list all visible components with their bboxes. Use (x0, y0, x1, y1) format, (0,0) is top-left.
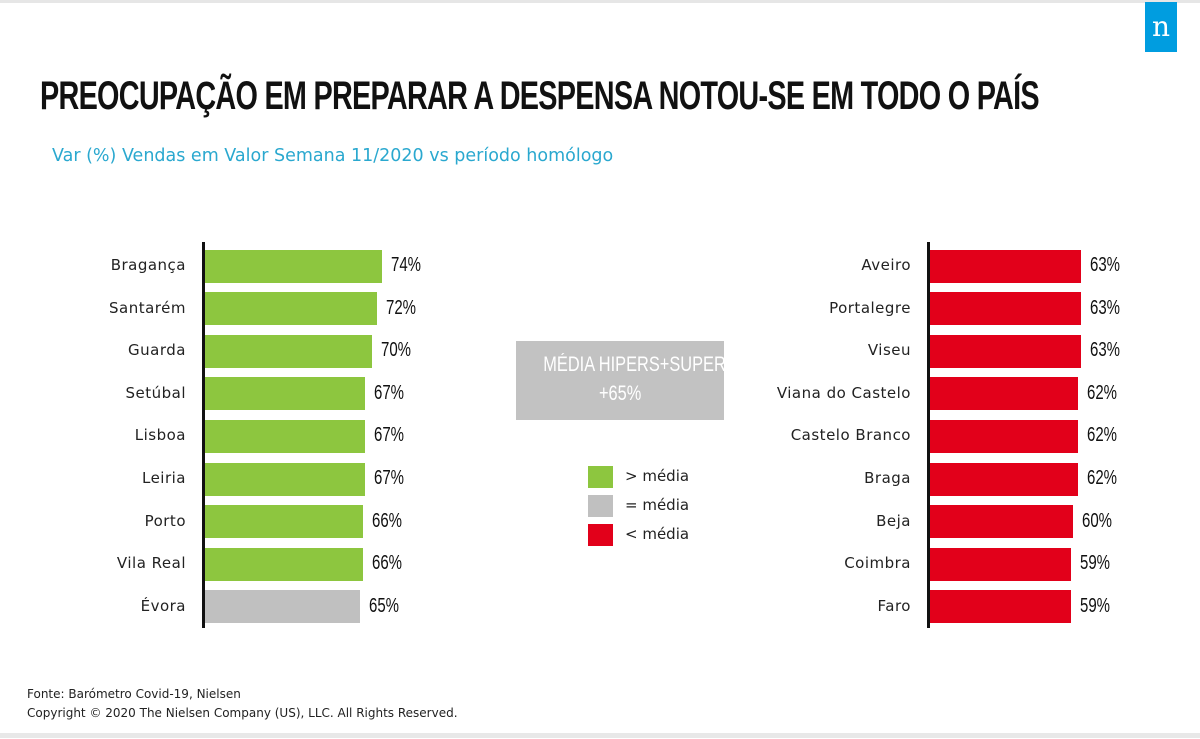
left-category-label: Lisboa (134, 426, 186, 445)
right-category-label: Castelo Branco (790, 426, 911, 445)
right-value-label: 63% (1089, 296, 1120, 319)
left-bar (205, 547, 363, 581)
right-bar (930, 462, 1079, 496)
average-label: MÉDIA HIPERS+SUPERS (543, 353, 737, 376)
left-category-label: Leiria (141, 469, 186, 487)
right-bar (930, 292, 1081, 326)
legend-label-above: > média (625, 467, 690, 485)
right-value-label: 59% (1080, 594, 1111, 617)
right-category-label: Viseu (867, 341, 911, 360)
right-category-label: Beja (876, 511, 911, 530)
legend-swatch-equal (588, 495, 613, 517)
right-category-label: Faro (877, 596, 911, 615)
left-category-label: Évora (140, 596, 186, 615)
right-bar (930, 505, 1074, 539)
chart-subtitle: Var (%) Vendas em Valor Semana 11/2020 v… (52, 146, 614, 166)
right-value-label: 63% (1089, 254, 1120, 276)
left-bar (205, 249, 382, 283)
left-bar (205, 462, 366, 496)
right-category-label: Braga (864, 469, 911, 487)
right-category-label: Portalegre (829, 298, 911, 317)
left-value-label: 72% (386, 296, 417, 319)
right-axis (927, 242, 930, 628)
right-value-label: 60% (1082, 509, 1113, 532)
right-bar (930, 590, 1071, 624)
left-bar (205, 590, 361, 624)
left-value-label: 65% (369, 594, 400, 617)
left-value-label: 70% (381, 339, 412, 362)
left-category-label: Porto (144, 511, 186, 530)
right-category-label: Viana do Castelo (776, 383, 911, 402)
right-category-label: Coimbra (844, 554, 911, 573)
average-callout: MÉDIA HIPERS+SUPERS +65% (516, 341, 737, 420)
right-value-label: 62% (1087, 467, 1118, 489)
left-value-label: 67% (374, 424, 405, 447)
left-value-label: 67% (374, 381, 405, 404)
right-bar (930, 547, 1071, 581)
left-bar (205, 377, 366, 411)
left-bar (205, 419, 366, 453)
top-divider (0, 0, 1200, 3)
right-bar (930, 377, 1079, 411)
left-value-label: 66% (371, 552, 402, 575)
average-value: +65% (598, 382, 642, 405)
left-category-label: Santarém (109, 298, 186, 317)
footer-source: Fonte: Barómetro Covid-19, Nielsen (27, 687, 241, 701)
legend-swatch-above (588, 466, 613, 488)
left-bar (205, 334, 373, 368)
right-bar (930, 249, 1081, 283)
legend-swatch-below (588, 524, 613, 546)
left-category-label: Bragança (110, 256, 186, 274)
footer-copyright: Copyright © 2020 The Nielsen Company (US… (27, 706, 458, 720)
left-category-label: Vila Real (116, 554, 186, 573)
bottom-divider (0, 733, 1200, 738)
left-category-label: Guarda (128, 341, 186, 360)
left-value-label: 74% (390, 254, 421, 276)
right-value-label: 63% (1089, 339, 1120, 362)
right-bar (930, 419, 1079, 453)
left-value-label: 66% (371, 509, 402, 532)
right-bar (930, 334, 1081, 368)
legend-label-below: < média (625, 525, 690, 543)
legend-label-equal: = média (625, 496, 690, 514)
nielsen-logo-icon: n (1145, 2, 1177, 52)
left-axis (202, 242, 205, 628)
page-title: PREOCUPAÇÃO EM PREPARAR A DESPENSA NOTOU… (40, 74, 1040, 118)
right-value-label: 62% (1087, 424, 1118, 447)
right-category-label: Aveiro (861, 256, 911, 274)
left-value-label: 67% (374, 467, 405, 489)
left-bar (205, 292, 378, 326)
right-value-label: 59% (1080, 552, 1111, 575)
left-bar (205, 505, 363, 539)
left-category-label: Setúbal (125, 383, 186, 402)
right-value-label: 62% (1087, 381, 1118, 404)
